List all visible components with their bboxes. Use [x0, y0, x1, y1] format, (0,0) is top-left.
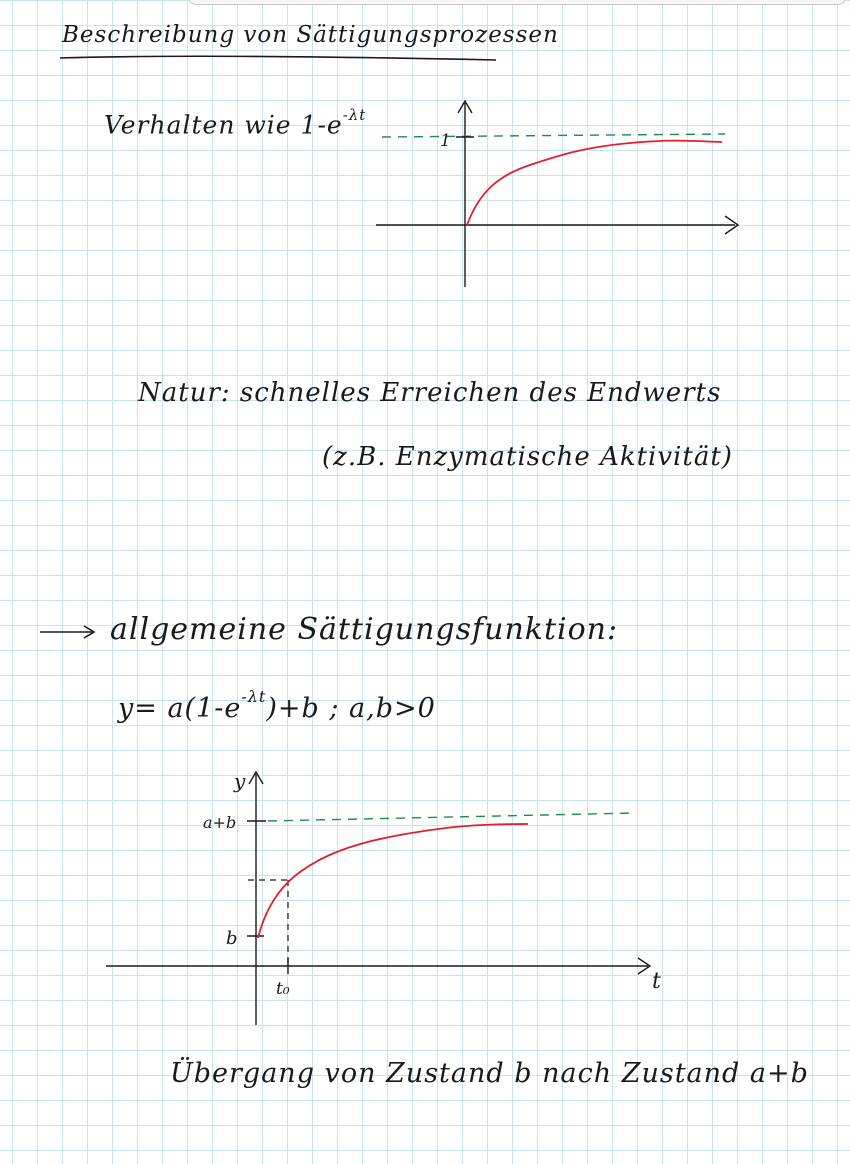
y-axis-label: y	[233, 769, 246, 793]
saturation-curve	[257, 823, 529, 939]
transition-text: Übergang von Zustand b nach Zustand a+b	[170, 1058, 809, 1089]
asymptote-line	[267, 812, 636, 822]
formula-prefix: y= a(1-e	[118, 693, 242, 724]
saturation-graph-general: y t a+b b t₀	[106, 769, 661, 1025]
upper-label: a+b	[203, 813, 236, 832]
window-top-edge	[188, 0, 846, 5]
nature-line: Natur: schnelles Erreichen des Endwerts	[138, 378, 722, 408]
x-axis-arrowhead	[724, 215, 740, 235]
y-tick-label: 1	[440, 131, 451, 151]
lower-label: b	[226, 928, 238, 949]
t0-label: t₀	[276, 979, 290, 999]
x-axis-arrowhead	[637, 957, 652, 975]
x-axis-label: t	[652, 969, 661, 994]
general-heading: allgemeine Sättigungsfunktion:	[110, 612, 619, 647]
saturation-graph-basic: 1	[376, 99, 740, 287]
y-axis-arrowhead	[457, 99, 473, 114]
saturation-curve	[466, 139, 723, 226]
behaviour-prefix: Verhalten wie 1-e	[104, 110, 343, 140]
example-line: (z.B. Enzymatische Aktivität)	[322, 442, 733, 472]
behaviour-text: Verhalten wie 1-e-λt	[104, 106, 366, 140]
arrow-icon	[40, 625, 96, 639]
title-underline	[59, 55, 497, 61]
formula-suffix: )+b ; a,b>0	[266, 693, 436, 724]
y-axis-arrowhead	[248, 770, 264, 785]
asymptote-line	[381, 133, 726, 138]
formula-exponent: -λt	[241, 687, 267, 706]
saturation-formula: y= a(1-e-λt)+b ; a,b>0	[118, 687, 436, 724]
page-title: Beschreibung von Sättigungsprozessen	[62, 22, 559, 48]
behaviour-exponent: -λt	[342, 106, 367, 124]
